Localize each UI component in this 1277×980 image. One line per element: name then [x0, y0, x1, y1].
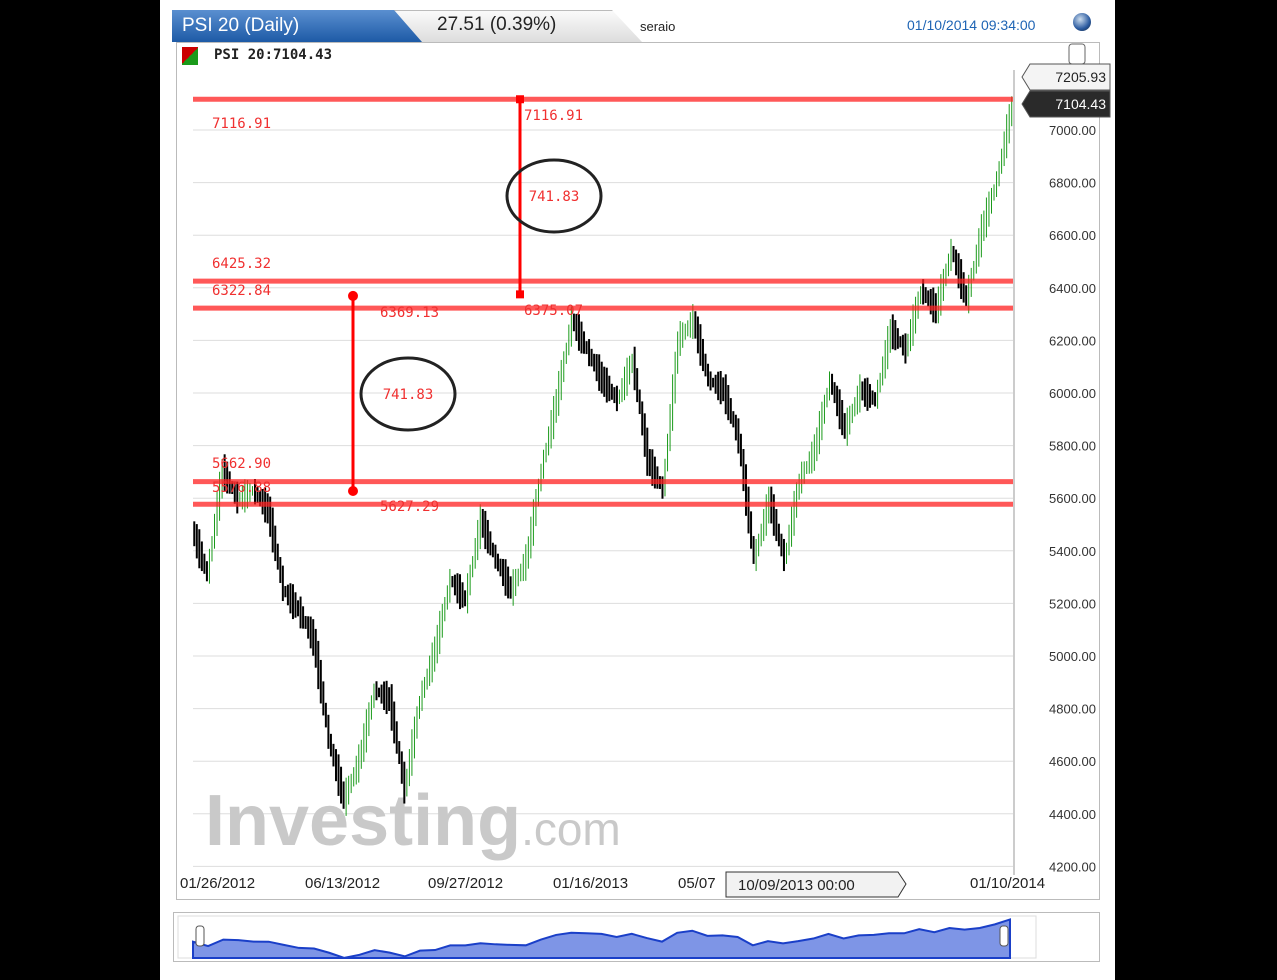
y-tick-label: 5000.00 — [1049, 649, 1096, 664]
highlight-ellipse — [359, 356, 457, 432]
x-tick-label: 05/07 — [678, 875, 716, 892]
navigator-right-handle[interactable] — [999, 925, 1009, 947]
y-tick-label: 6600.00 — [1049, 228, 1096, 243]
hline-label: 7116.91 — [212, 116, 271, 132]
x-tick-label: 01/16/2013 — [553, 875, 628, 892]
measure-bottom-label: 6375.07 — [524, 303, 583, 319]
navigator-left-handle[interactable] — [195, 925, 205, 947]
hline-label: 6322.84 — [212, 283, 271, 299]
chart-frame — [176, 42, 1100, 900]
username: seraio — [640, 19, 676, 34]
measure-bottom-label: 5627.29 — [380, 499, 439, 515]
x-tick-label: 09/27/2012 — [428, 875, 503, 892]
svg-text:7205.93: 7205.93 — [1055, 69, 1106, 85]
y-tick-label: 4400.00 — [1049, 807, 1096, 822]
legend-label: PSI 20:7104.43 — [214, 47, 333, 63]
hline-label: 5662.90 — [212, 456, 271, 472]
candle-legend-icon — [182, 47, 198, 65]
globe-icon[interactable] — [1073, 13, 1091, 31]
measure-top-label: 7116.91 — [524, 108, 583, 124]
x-tick-label: 06/13/2012 — [305, 875, 380, 892]
y-tick-label: 4200.00 — [1049, 859, 1096, 874]
x-tick-label: 01/10/2014 — [970, 875, 1045, 892]
y-tick-label: 6200.00 — [1049, 333, 1096, 348]
y-tick-label: 5800.00 — [1049, 439, 1096, 454]
crosshair-date-label: 10/09/2013 00:00 — [725, 871, 907, 898]
highlight-ellipse — [505, 158, 603, 234]
svg-text:7104.43: 7104.43 — [1055, 96, 1106, 112]
y-tick-label: 6000.00 — [1049, 386, 1096, 401]
y-tick-label: 5200.00 — [1049, 596, 1096, 611]
navigator-area — [192, 918, 1011, 959]
last-price-tag: 7104.43 — [1021, 90, 1111, 118]
measure-top-label: 6369.13 — [380, 305, 439, 321]
hline-label: 5576.88 — [212, 480, 271, 496]
y-tick-label: 4800.00 — [1049, 702, 1096, 717]
measure-diff-label: 741.83 — [383, 387, 434, 403]
y-tick-label: 6400.00 — [1049, 281, 1096, 296]
plot-area — [180, 70, 1015, 870]
price-change: 27.51 (0.39%) — [437, 14, 557, 35]
chart-title-tab[interactable]: PSI 20 (Daily) — [172, 10, 422, 42]
y-tick-label: 7000.00 — [1049, 123, 1096, 138]
navigator[interactable] — [173, 912, 1100, 962]
measure-diff-label: 741.83 — [529, 189, 580, 205]
svg-text:10/09/2013 00:00: 10/09/2013 00:00 — [738, 877, 855, 894]
y-tick-label: 5400.00 — [1049, 544, 1096, 559]
scroll-toggle-icon[interactable] — [1068, 43, 1086, 65]
high-price-tag: 7205.93 — [1021, 63, 1111, 91]
y-tick-label: 4600.00 — [1049, 754, 1096, 769]
timestamp: 01/10/2014 09:34:00 — [907, 17, 1036, 33]
y-tick-label: 5600.00 — [1049, 491, 1096, 506]
y-tick-label: 6800.00 — [1049, 176, 1096, 191]
x-tick-label: 01/26/2012 — [180, 875, 255, 892]
hline-label: 6425.32 — [212, 256, 271, 272]
